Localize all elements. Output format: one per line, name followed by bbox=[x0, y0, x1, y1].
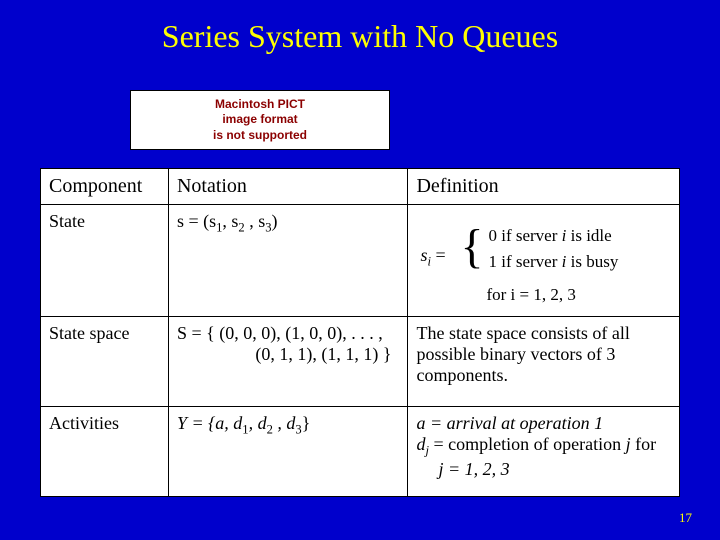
cell-component: Activities bbox=[41, 407, 169, 497]
case-text: is idle bbox=[566, 226, 611, 245]
def-text: a = arrival at operation 1 bbox=[416, 413, 603, 433]
def-text: j = 1, 2, 3 bbox=[438, 459, 509, 479]
slide-title: Series System with No Queues bbox=[0, 0, 720, 55]
case-text: 0 if server bbox=[488, 226, 561, 245]
table-row: Activities Y = {a, d1, d2 , d3} a = arri… bbox=[41, 407, 680, 497]
definition-table: Component Notation Definition State s = … bbox=[40, 168, 680, 497]
notation-line: (0, 1, 1), (1, 1, 1) } bbox=[177, 344, 400, 365]
pict-line: is not supported bbox=[213, 128, 307, 144]
pict-line: Macintosh PICT bbox=[215, 97, 305, 113]
notation-text: , d bbox=[273, 413, 296, 433]
notation-text: , s bbox=[222, 211, 238, 231]
notation-text: ) bbox=[272, 211, 278, 231]
header-notation: Notation bbox=[168, 169, 408, 205]
def-text: for bbox=[631, 434, 657, 454]
cell-definition: a = arrival at operation 1 dj = completi… bbox=[408, 407, 680, 497]
case-block: 0 if server i is idle 1 if server i is b… bbox=[488, 223, 618, 276]
def-text: = completion of operation bbox=[429, 434, 626, 454]
eq: = bbox=[431, 245, 446, 265]
cell-component: State bbox=[41, 205, 169, 317]
pict-placeholder: Macintosh PICT image format is not suppo… bbox=[130, 90, 390, 150]
notation-text: s = (s bbox=[177, 211, 216, 231]
header-definition: Definition bbox=[408, 169, 680, 205]
header-component: Component bbox=[41, 169, 169, 205]
brace-icon: { bbox=[460, 223, 483, 271]
cell-notation: S = { (0, 0, 0), (1, 0, 0), . . . , (0, … bbox=[168, 317, 408, 407]
table-row: State space S = { (0, 0, 0), (1, 0, 0), … bbox=[41, 317, 680, 407]
table-row: State s = (s1, s2 , s3) si = { 0 if serv… bbox=[41, 205, 680, 317]
notation-line: S = { (0, 0, 0), (1, 0, 0), . . . , bbox=[177, 323, 400, 344]
notation-text: Y = {a, d bbox=[177, 413, 242, 433]
table-header-row: Component Notation Definition bbox=[41, 169, 680, 205]
notation-text: , d bbox=[249, 413, 267, 433]
pict-line: image format bbox=[222, 112, 297, 128]
cell-definition: The state space consists of all possible… bbox=[408, 317, 680, 407]
page-number: 17 bbox=[679, 510, 692, 526]
cell-notation: Y = {a, d1, d2 , d3} bbox=[168, 407, 408, 497]
for-clause: for i = 1, 2, 3 bbox=[486, 285, 575, 305]
notation-text: , s bbox=[245, 211, 266, 231]
cell-notation: s = (s1, s2 , s3) bbox=[168, 205, 408, 317]
case-text: 1 if server bbox=[488, 252, 561, 271]
cell-component: State space bbox=[41, 317, 169, 407]
cell-definition: si = { 0 if server i is idle 1 if server… bbox=[408, 205, 680, 317]
notation-text: } bbox=[302, 413, 311, 433]
case-text: is busy bbox=[566, 252, 618, 271]
